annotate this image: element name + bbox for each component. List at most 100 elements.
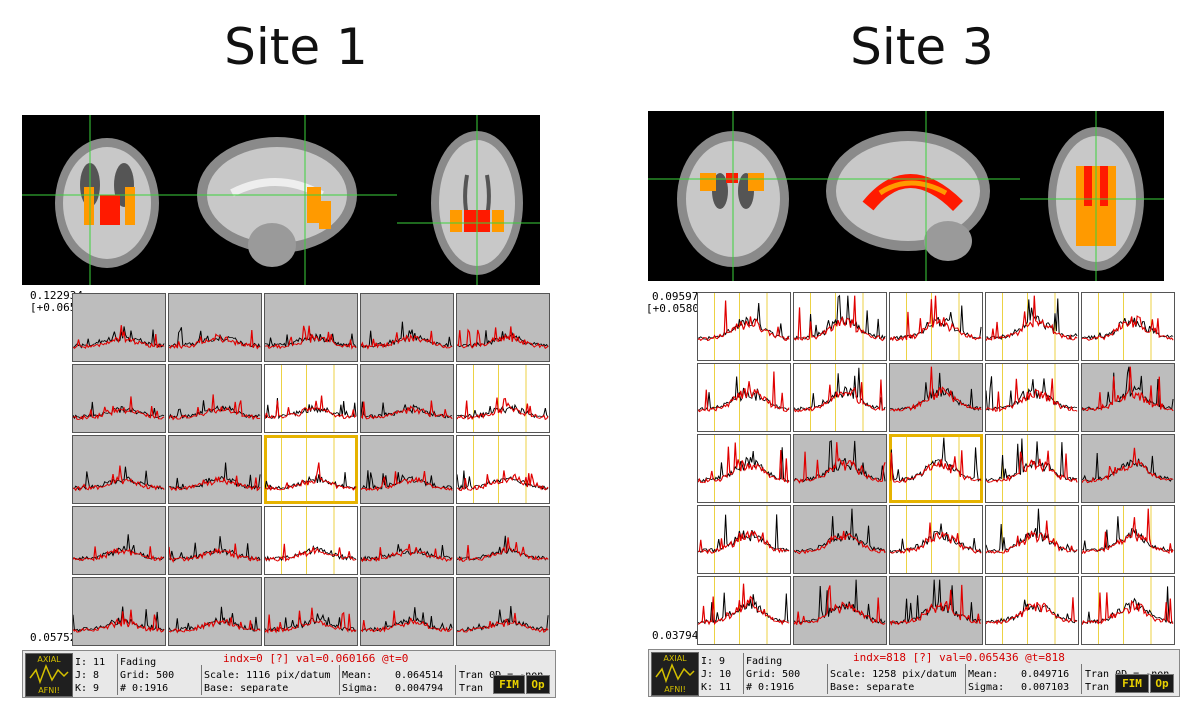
timeseries-trace (986, 435, 1078, 502)
timeseries-trace (73, 325, 165, 350)
options-button[interactable]: Op (1150, 674, 1174, 693)
fim-button[interactable]: FIM (493, 675, 525, 694)
timeseries-cell[interactable] (889, 434, 983, 503)
timeseries-trace (794, 293, 886, 360)
timeseries-cell[interactable] (72, 435, 166, 504)
timeseries-trace (169, 536, 261, 563)
timeseries-trace (361, 543, 453, 563)
timeseries-trace (169, 462, 261, 492)
timeseries-trace (698, 577, 790, 644)
timeseries-cell[interactable] (1081, 292, 1175, 361)
timeseries-cell[interactable] (360, 577, 454, 646)
timeseries-cell[interactable] (889, 576, 983, 645)
timeseries-cell[interactable] (697, 292, 791, 361)
timeseries-trace (794, 440, 886, 484)
range-label: # 0:1916 (120, 683, 169, 694)
crosshair (648, 111, 1164, 281)
timeseries-cell[interactable] (985, 292, 1079, 361)
timeseries-trace (457, 535, 549, 562)
coord-j: J: 8 (75, 670, 100, 681)
timeseries-cell[interactable] (456, 577, 550, 646)
coord-j: J: 10 (701, 669, 732, 680)
timeseries-cell[interactable] (793, 434, 887, 503)
base-label: Base: separate (204, 683, 289, 694)
options-button[interactable]: Op (526, 675, 550, 694)
timeseries-cell[interactable] (264, 435, 358, 504)
timeseries-cell[interactable] (168, 364, 262, 433)
sagittal-slice (197, 137, 357, 267)
timeseries-cell[interactable] (360, 435, 454, 504)
timeseries-trace (1082, 366, 1174, 412)
timeseries-cell[interactable] (168, 293, 262, 362)
afni-logo[interactable]: AXIAL AFNI! (651, 652, 699, 696)
timeseries-cell[interactable] (697, 434, 791, 503)
timeseries-cell[interactable] (793, 505, 887, 574)
timeseries-cell[interactable] (264, 293, 358, 362)
timeseries-cell[interactable] (168, 435, 262, 504)
timeseries-cell[interactable] (72, 577, 166, 646)
sigma-label: Sigma: (968, 682, 1005, 693)
timeseries-cell[interactable] (793, 363, 887, 432)
timeseries-trace (794, 364, 886, 431)
timeseries-trace (457, 326, 549, 349)
timeseries-trace (986, 293, 1078, 360)
wave-icon (655, 662, 695, 684)
timeseries-cell[interactable] (697, 576, 791, 645)
site-3-status-bar: AXIAL AFNI! indx=818 [?] val=0.065436 @t… (648, 649, 1180, 697)
mean-label: Mean: (968, 669, 999, 680)
timeseries-cell[interactable] (985, 505, 1079, 574)
timeseries-trace (1082, 506, 1174, 573)
timeseries-cell[interactable] (264, 364, 358, 433)
timeseries-cell[interactable] (985, 363, 1079, 432)
transform-1d[interactable]: Tran (1085, 682, 1110, 693)
timeseries-cell[interactable] (72, 506, 166, 575)
timeseries-cell[interactable] (72, 293, 166, 362)
timeseries-cell[interactable] (456, 506, 550, 575)
transform-1d[interactable]: Tran (459, 683, 484, 694)
site-1-timeseries-grid[interactable] (72, 293, 550, 646)
timeseries-cell[interactable] (72, 364, 166, 433)
timeseries-cell[interactable] (1081, 505, 1175, 574)
timeseries-cell[interactable] (985, 576, 1079, 645)
timeseries-cell[interactable] (793, 292, 887, 361)
timeseries-cell[interactable] (889, 363, 983, 432)
timeseries-trace (890, 506, 982, 573)
timeseries-cell[interactable] (168, 506, 262, 575)
timeseries-cell[interactable] (456, 435, 550, 504)
timeseries-cell[interactable] (889, 292, 983, 361)
timeseries-cell[interactable] (360, 506, 454, 575)
timeseries-cell[interactable] (985, 434, 1079, 503)
timeseries-cell[interactable] (456, 364, 550, 433)
timeseries-trace (1082, 577, 1174, 644)
mode-label[interactable]: Fading (746, 656, 783, 667)
coord-i: I: 9 (701, 656, 726, 667)
timeseries-cell[interactable] (168, 577, 262, 646)
timeseries-trace (265, 507, 357, 574)
timeseries-trace (1082, 447, 1174, 484)
timeseries-trace (794, 579, 886, 626)
fim-button[interactable]: FIM (1115, 674, 1149, 693)
timeseries-trace (265, 607, 357, 634)
timeseries-cell[interactable] (697, 505, 791, 574)
timeseries-cell[interactable] (264, 577, 358, 646)
timeseries-cell[interactable] (697, 363, 791, 432)
timeseries-trace (698, 435, 790, 502)
timeseries-cell[interactable] (1081, 434, 1175, 503)
timeseries-cell[interactable] (360, 293, 454, 362)
timeseries-cell[interactable] (1081, 576, 1175, 645)
timeseries-cell[interactable] (793, 576, 887, 645)
timeseries-cell[interactable] (1081, 363, 1175, 432)
timeseries-cell[interactable] (360, 364, 454, 433)
mean-label: Mean: (342, 670, 373, 681)
site-3-timeseries-grid[interactable] (697, 292, 1175, 645)
timeseries-trace (890, 435, 982, 502)
timeseries-cell[interactable] (264, 506, 358, 575)
site-3-brain-views[interactable] (648, 111, 1164, 281)
afni-logo[interactable]: AXIAL AFNI! (25, 653, 73, 697)
timeseries-trace (890, 579, 982, 626)
timeseries-cell[interactable] (889, 505, 983, 574)
timeseries-cell[interactable] (456, 293, 550, 362)
site-1-brain-views[interactable] (22, 115, 540, 285)
mode-label[interactable]: Fading (120, 657, 157, 668)
timeseries-trace (457, 436, 549, 503)
